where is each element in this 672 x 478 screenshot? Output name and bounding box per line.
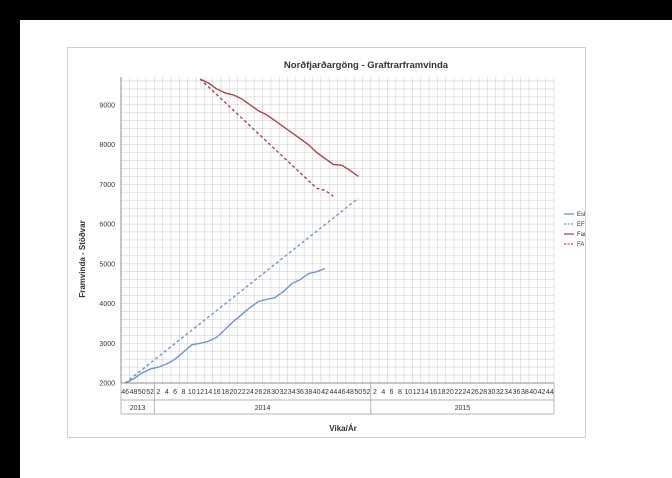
legend-label: FA áætlað <box>577 241 585 248</box>
y-tick-label: 5000 <box>99 261 115 268</box>
x-tick-label: 4 <box>165 389 169 396</box>
x-tick-label: 4 <box>381 389 385 396</box>
x-tick-label: 36 <box>513 389 521 396</box>
y-tick-label: 2000 <box>99 381 115 388</box>
x-tick-label: 24 <box>463 389 471 396</box>
axes <box>120 77 555 415</box>
x-tick-label: 26 <box>471 389 479 396</box>
y-tick-label: 6000 <box>99 222 115 229</box>
x-tick-label: 8 <box>181 389 185 396</box>
x-tick-label: 34 <box>504 389 512 396</box>
x-tick-label: 50 <box>138 389 146 396</box>
x-axis-label: Vika/Ár <box>329 424 356 433</box>
grid <box>120 77 555 384</box>
y-tick-label: 8000 <box>99 142 115 149</box>
x-tick-label: 38 <box>304 389 312 396</box>
legend: Eskifj. EF áætlað Fannard. FA áætlað <box>564 212 585 248</box>
legend-label: EF áætlað <box>577 221 585 228</box>
x-tick-label: 18 <box>221 389 229 396</box>
series-lines <box>124 78 359 384</box>
x-tick-label: 18 <box>438 389 446 396</box>
x-tick-label: 14 <box>421 389 429 396</box>
x-tick-label: 12 <box>196 389 204 396</box>
x-tick-label: 52 <box>146 389 154 396</box>
x-tick-label: 46 <box>121 389 129 396</box>
year-label: 2015 <box>455 405 471 412</box>
year-label: 2014 <box>255 405 271 412</box>
x-tick-label: 20 <box>230 389 238 396</box>
x-tick-label: 46 <box>338 389 346 396</box>
x-tick-label: 28 <box>479 389 487 396</box>
x-tick-label: 22 <box>238 389 246 396</box>
x-tick-label: 10 <box>188 389 196 396</box>
x-tick-label: 6 <box>390 389 394 396</box>
x-tick-label: 2 <box>157 389 161 396</box>
x-tick-label: 6 <box>173 389 177 396</box>
x-tick-label: 44 <box>329 389 337 396</box>
x-tick-label: 20 <box>446 389 454 396</box>
x-tick-label: 32 <box>496 389 504 396</box>
x-tick-label: 24 <box>246 389 254 396</box>
x-tick-label: 44 <box>546 389 554 396</box>
x-tick-label: 2 <box>373 389 377 396</box>
x-tick-label: 40 <box>529 389 537 396</box>
x-tick-label: 48 <box>130 389 138 396</box>
series-line-2 <box>124 197 359 384</box>
x-tick-label: 26 <box>254 389 262 396</box>
y-tick-label: 3000 <box>99 341 115 348</box>
x-tick-label: 22 <box>454 389 462 396</box>
x-tick-label: 40 <box>313 389 321 396</box>
y-tick-label: 7000 <box>99 182 115 189</box>
x-tick-label: 30 <box>488 389 496 396</box>
x-tick-label: 30 <box>271 389 279 396</box>
x-tick-label: 48 <box>346 389 354 396</box>
series-line-1 <box>124 267 326 384</box>
x-tick-label: 16 <box>213 389 221 396</box>
series-line-3 <box>199 78 359 177</box>
y-axis-label: Framvinda - Stöðvar <box>78 220 87 297</box>
x-tick-label: 34 <box>288 389 296 396</box>
x-tick-label: 10 <box>404 389 412 396</box>
x-tick-label: 8 <box>398 389 402 396</box>
chart-area: 2000 3000 4000 5000 6000 7000 8000 9000 46 48 50 52… <box>67 47 586 438</box>
series-line-4 <box>199 78 334 197</box>
chart-title: Norðfjarðargöng - Graftrarframvinda <box>284 60 449 71</box>
x-tick-label: 36 <box>296 389 304 396</box>
x-tick-label: 50 <box>354 389 362 396</box>
x-tick-label: 42 <box>321 389 329 396</box>
year-label: 2013 <box>130 405 146 412</box>
x-tick-label: 52 <box>363 389 371 396</box>
y-tick-label: 4000 <box>99 301 115 308</box>
x-tick-label: 42 <box>538 389 546 396</box>
x-tick-label: 14 <box>205 389 213 396</box>
x-tick-label: 16 <box>429 389 437 396</box>
legend-label: Eskifj. <box>577 212 585 218</box>
x-tick-label: 32 <box>279 389 287 396</box>
x-tick-label: 12 <box>413 389 421 396</box>
x-tick-label: 38 <box>521 389 529 396</box>
y-tick-label: 9000 <box>99 102 115 109</box>
legend-label: Fannard. <box>577 232 585 238</box>
x-tick-label: 28 <box>263 389 271 396</box>
